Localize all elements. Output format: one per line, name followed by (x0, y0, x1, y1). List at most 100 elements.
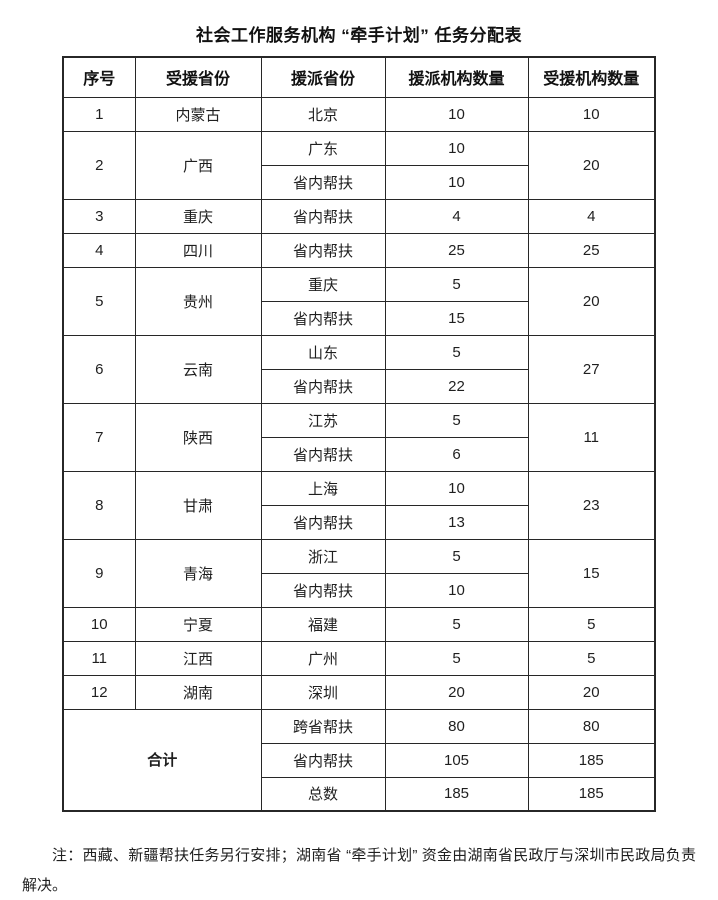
footnote: 注：西藏、新疆帮扶任务另行安排；湖南省 “牵手计划” 资金由湖南省民政厅与深圳市… (22, 847, 696, 894)
summary-row: 合计 跨省帮扶 80 80 (62, 708, 656, 812)
dispatch-province-cell: 省内帮扶 (260, 368, 386, 404)
dispatch-count-cell: 13 (384, 504, 529, 540)
summary-label-cell: 合计 (62, 708, 262, 812)
table-subrow: 省内帮扶 10 (63, 164, 655, 200)
recipient-province-cell: 重庆 (134, 198, 262, 234)
summary-row: 总数 185 185 (63, 776, 656, 812)
table-row: 2 广西 广东 10 20 (62, 130, 656, 200)
table-row: 12 湖南 深圳 20 20 (62, 674, 656, 710)
row-index-cell: 3 (62, 198, 136, 234)
dispatch-count-cell: 4 (384, 198, 529, 234)
dispatch-province-cell: 广州 (260, 640, 386, 676)
table-subrow: 省内帮扶 22 (63, 368, 655, 404)
recipient-province-cell: 内蒙古 (134, 96, 262, 132)
dispatch-count-cell: 10 (384, 572, 529, 608)
row-index-cell: 10 (62, 606, 136, 642)
table-row: 5 贵州 重庆 5 20 (62, 266, 656, 336)
table-subrow: 省内帮扶 6 (63, 436, 655, 472)
dispatch-count-cell: 5 (384, 402, 529, 438)
table-subrow: 省内帮扶 13 (63, 504, 655, 540)
summary-recipient-count-cell: 80 (527, 708, 656, 744)
recipient-count-cell: 5 (527, 606, 656, 642)
table-row: 10 宁夏 福建 5 5 (62, 606, 656, 642)
summary-category-cell: 跨省帮扶 (260, 708, 386, 744)
dispatch-province-cell: 省内帮扶 (260, 572, 386, 608)
recipient-count-cell: 11 (527, 402, 656, 472)
dispatch-count-cell: 20 (384, 674, 529, 710)
dispatch-province-cell: 省内帮扶 (260, 300, 386, 336)
recipient-province-cell: 青海 (134, 538, 262, 608)
dispatch-count-cell: 10 (384, 470, 529, 506)
dispatch-province-cell: 省内帮扶 (260, 436, 386, 472)
table-row: 9 青海 浙江 5 15 (62, 538, 656, 608)
table-row: 7 陕西 江苏 5 11 (62, 402, 656, 472)
col-header-recipient-count: 受援机构数量 (527, 56, 656, 98)
dispatch-province-cell: 广东 (260, 130, 386, 166)
dispatch-count-cell: 25 (384, 232, 529, 268)
summary-category-cell: 省内帮扶 (260, 742, 386, 778)
dispatch-province-cell: 浙江 (260, 538, 386, 574)
col-header-dispatch-province: 援派省份 (260, 56, 386, 98)
row-index-cell: 12 (62, 674, 136, 710)
dispatch-province-cell: 省内帮扶 (260, 164, 386, 200)
dispatch-count-cell: 5 (384, 640, 529, 676)
row-index-cell: 5 (62, 266, 136, 336)
recipient-count-cell: 27 (527, 334, 656, 404)
dispatch-count-cell: 10 (384, 164, 529, 200)
recipient-count-cell: 10 (527, 96, 656, 132)
table-header-row: 序号 受援省份 援派省份 援派机构数量 受援机构数量 (62, 56, 656, 98)
recipient-province-cell: 贵州 (134, 266, 262, 336)
recipient-province-cell: 宁夏 (134, 606, 262, 642)
table-row: 3 重庆 省内帮扶 4 4 (62, 198, 656, 234)
col-header-index: 序号 (62, 56, 136, 98)
dispatch-province-cell: 省内帮扶 (260, 504, 386, 540)
dispatch-province-cell: 北京 (260, 96, 386, 132)
dispatch-province-cell: 福建 (260, 606, 386, 642)
recipient-province-cell: 云南 (134, 334, 262, 404)
summary-dispatch-count-cell: 185 (384, 776, 529, 812)
allocation-table: 序号 受援省份 援派省份 援派机构数量 受援机构数量 1 内蒙古 北京 10 1… (62, 56, 656, 812)
row-index-cell: 7 (62, 402, 136, 472)
recipient-province-cell: 江西 (134, 640, 262, 676)
recipient-province-cell: 陕西 (134, 402, 262, 472)
col-header-dispatch-count: 援派机构数量 (384, 56, 529, 98)
recipient-count-cell: 20 (527, 266, 656, 336)
recipient-count-cell: 20 (527, 130, 656, 200)
dispatch-count-cell: 5 (384, 266, 529, 302)
dispatch-count-cell: 5 (384, 606, 529, 642)
table-row: 6 云南 山东 5 27 (62, 334, 656, 404)
dispatch-province-cell: 江苏 (260, 402, 386, 438)
summary-dispatch-count-cell: 80 (384, 708, 529, 744)
recipient-province-cell: 四川 (134, 232, 262, 268)
table-row: 8 甘肃 上海 10 23 (62, 470, 656, 540)
table-subrow: 省内帮扶 15 (63, 300, 655, 336)
table-row: 1 内蒙古 北京 10 10 (62, 96, 656, 132)
row-index-cell: 11 (62, 640, 136, 676)
row-index-cell: 1 (62, 96, 136, 132)
page-title: 社会工作服务机构 “牵手计划” 任务分配表 (196, 26, 522, 45)
dispatch-count-cell: 22 (384, 368, 529, 404)
recipient-province-cell: 甘肃 (134, 470, 262, 540)
row-index-cell: 8 (62, 470, 136, 540)
dispatch-count-cell: 10 (384, 96, 529, 132)
summary-recipient-count-cell: 185 (527, 776, 656, 812)
dispatch-province-cell: 省内帮扶 (260, 198, 386, 234)
table-row: 4 四川 省内帮扶 25 25 (62, 232, 656, 268)
recipient-count-cell: 23 (527, 470, 656, 540)
dispatch-count-cell: 5 (384, 538, 529, 574)
recipient-count-cell: 4 (527, 198, 656, 234)
dispatch-province-cell: 深圳 (260, 674, 386, 710)
summary-recipient-count-cell: 185 (527, 742, 656, 778)
table-row: 11 江西 广州 5 5 (62, 640, 656, 676)
row-index-cell: 9 (62, 538, 136, 608)
summary-category-cell: 总数 (260, 776, 386, 812)
dispatch-province-cell: 省内帮扶 (260, 232, 386, 268)
table-subrow: 省内帮扶 10 (63, 572, 655, 608)
dispatch-count-cell: 6 (384, 436, 529, 472)
dispatch-count-cell: 15 (384, 300, 529, 336)
recipient-count-cell: 20 (527, 674, 656, 710)
row-index-cell: 6 (62, 334, 136, 404)
dispatch-province-cell: 山东 (260, 334, 386, 370)
row-index-cell: 4 (62, 232, 136, 268)
